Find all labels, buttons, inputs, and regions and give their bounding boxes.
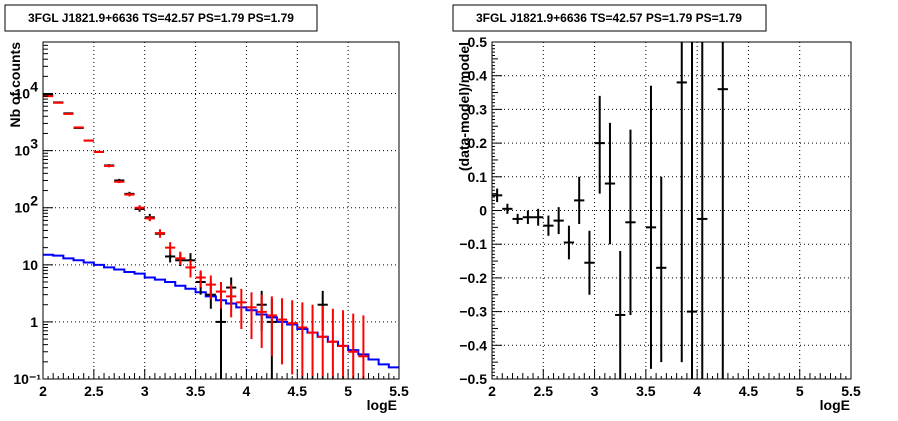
counts-x-tick-label: 3.5 [186,383,206,399]
residual-x-tick-label: 4.5 [739,383,759,399]
counts-x-tick-label: 5 [344,383,352,399]
counts-title: 3FGL J1821.9+6636 TS=42.57 PS=1.79 PS=1.… [28,11,294,25]
residual-y-tick-label: −0.5 [459,371,487,387]
residual-y-tick-label: 0 [479,203,487,219]
residual-y-tick-label: 0.3 [468,101,488,117]
residual-marks [492,42,728,379]
residual-title-box [452,4,767,32]
residual-x-tick-label: 3 [591,383,599,399]
residual-x-tick-label: 3.5 [636,383,656,399]
residual-x-tick-label: 5 [796,383,804,399]
counts-x-tick-label: 4 [243,383,251,399]
residual-panel: 3FGL J1821.9+6636 TS=42.57 PS=1.79 PS=1.… [452,4,861,413]
residual-y-tick-label: 0.5 [468,34,488,50]
residual-title: 3FGL J1821.9+6636 TS=42.57 PS=1.79 PS=1.… [476,11,742,25]
residual-y-tick-label: −0.3 [459,304,487,320]
counts-panel: 3FGL J1821.9+6636 TS=42.57 PS=1.79 PS=1.… [4,4,409,413]
residual-y-tick-label: 0.2 [468,135,488,151]
counts-x-label: logE [367,397,397,413]
residual-x-tick-label: 4 [693,383,701,399]
counts-y-tick-label: 10⁻¹ [13,371,41,387]
counts-title-box [4,4,318,32]
residual-x-tick-label: 2 [488,383,496,399]
counts-marks [43,93,399,379]
residual-y-tick-label: 0.1 [468,169,488,185]
residual-y-tick-label: 0.4 [468,68,488,84]
residual-grid [492,42,851,379]
counts-y-tick-label: 10 [14,143,30,159]
counts-grid [43,42,399,379]
residual-y-tick-label: −0.1 [459,236,487,252]
counts-x-tick-label: 4.5 [288,383,308,399]
counts-y-tick-label: 10 [14,200,30,216]
counts-y-tick-exponent: 2 [30,193,38,209]
residual-y-label: (data-model)/model [456,42,472,171]
counts-y-label: Nb of counts [7,42,23,128]
counts-y-tick-exponent: 4 [30,79,38,95]
counts-x-tick-label: 5.5 [389,383,409,399]
residual-y-tick-label: −0.4 [459,337,487,353]
residual-x-label: logE [820,397,850,413]
residual-axes: 2 2.5 3 3.5 4 4.5 5 5.5 −0.5 −0.4 −0.3 −0.2 −0.1 0 0.1… [459,34,861,399]
counts-y-tick-label: 10 [22,257,38,273]
residual-x-tick-label: 2.5 [534,383,554,399]
residual-x-tick-label: 5.5 [841,383,861,399]
counts-y-tick-label: 1 [30,314,38,330]
counts-x-tick-label: 2 [39,383,47,399]
counts-y-tick-exponent: 3 [30,136,38,152]
residual-y-tick-label: −0.2 [459,270,487,286]
counts-y-tick-label: 10 [14,86,30,102]
counts-x-tick-label: 3 [141,383,149,399]
counts-x-tick-label: 2.5 [84,383,104,399]
